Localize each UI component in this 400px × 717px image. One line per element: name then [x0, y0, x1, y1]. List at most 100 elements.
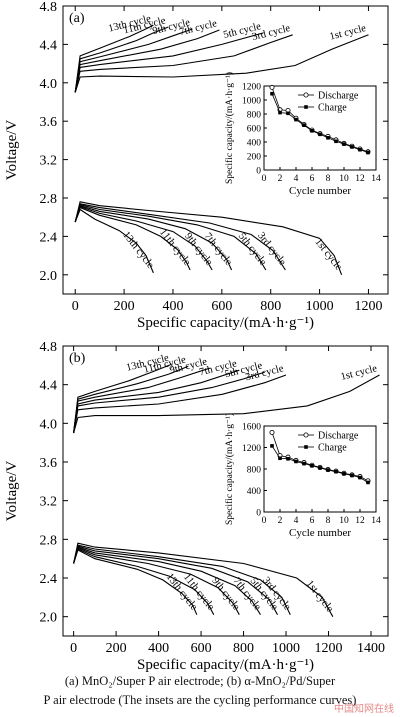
inset-charge-point	[350, 473, 354, 478]
inset-y-tick-label: 600	[247, 125, 262, 135]
inset-y-tick-label: 1600	[242, 423, 261, 433]
y-tick-label: 4.4	[40, 379, 58, 394]
y-tick-label: 4.8	[40, 0, 58, 15]
inset-charge-point	[334, 469, 338, 474]
discharge-cycle-label: 13th cycle	[120, 230, 156, 271]
inset-x-tick-label: 0	[262, 174, 267, 184]
inset-background	[218, 420, 382, 542]
x-tick-label: 1000	[272, 641, 300, 656]
inset-x-tick-label: 4	[294, 174, 299, 184]
inset-y-tick-label: 400	[247, 487, 262, 497]
inset-y-tick-label: 0	[256, 167, 261, 177]
charge-curve	[74, 34, 293, 93]
inset-charge-point	[294, 459, 298, 464]
y-tick-label: 2.8	[40, 533, 58, 548]
discharge-curve	[74, 206, 191, 271]
x-tick-label: 600	[211, 299, 232, 314]
x-tick-label: 800	[260, 299, 281, 314]
inset-legend-label: Charge	[318, 443, 347, 454]
discharge-curve	[74, 205, 213, 271]
inset-x-tick-label: 14	[371, 516, 381, 526]
inset-charge-point	[318, 466, 322, 470]
inset-charge-point	[342, 142, 346, 146]
panel-label: (a)	[69, 11, 85, 26]
x-tick-label: 800	[233, 641, 254, 656]
y-tick-label: 3.2	[40, 154, 58, 169]
y-tick-label: 3.6	[40, 456, 58, 471]
inset-x-axis-label: Cycle number	[289, 527, 351, 539]
discharge-curve	[74, 205, 233, 271]
x-tick-label: 0	[70, 641, 77, 656]
y-axis-label: Voltage/V	[4, 120, 20, 181]
inset-legend-marker	[304, 105, 308, 109]
inset-charge-point	[286, 111, 290, 116]
inset-x-tick-label: 14	[371, 174, 381, 184]
inset-charge-point	[366, 480, 370, 485]
x-axis-label: Specific capacity/(mA·h·g⁻¹)	[137, 657, 314, 673]
inset-x-tick-label: 10	[339, 174, 349, 184]
inset-discharge-point	[269, 429, 275, 435]
inset-charge-point	[366, 150, 370, 155]
inset-x-tick-label: 6	[310, 174, 315, 184]
discharge-curve	[73, 548, 215, 615]
inset-charge-point	[326, 468, 330, 472]
y-tick-label: 2.0	[40, 611, 58, 626]
inset-x-tick-label: 4	[294, 516, 299, 526]
discharge-curve	[73, 546, 261, 615]
x-tick-label: 1400	[357, 641, 385, 656]
inset-charge-point	[334, 139, 338, 144]
inset-y-tick-label: 1200	[242, 444, 261, 454]
inset-x-tick-label: 10	[339, 516, 349, 526]
charge-curve	[73, 369, 240, 434]
inset-legend-marker	[303, 92, 309, 98]
inset-x-tick-label: 0	[262, 516, 267, 526]
inset-x-tick-label: 2	[278, 516, 283, 526]
inset-legend-label: Discharge	[318, 91, 359, 102]
y-tick-label: 4.4	[40, 38, 58, 53]
inset-y-axis-label: Specific capacity/(mA·h·g⁻¹)	[224, 413, 235, 525]
inset-x-tick-label: 2	[278, 174, 283, 184]
y-tick-label: 2.4	[40, 572, 58, 587]
inset-charge-point	[294, 117, 298, 122]
inset-y-tick-label: 1200	[242, 83, 261, 93]
inset-charge-point	[302, 123, 306, 127]
panel-b: 2.02.42.83.23.64.04.44.80 200 400 600 800 100…	[4, 340, 389, 673]
caption-line-2: P air electrode (The insets are the cycl…	[43, 693, 357, 707]
inset-discharge-point	[269, 84, 275, 90]
inset-charge-point	[342, 472, 346, 476]
inset-y-tick-label: 800	[247, 466, 262, 476]
inset-legend-marker	[304, 445, 308, 449]
inset-charge-point	[302, 461, 306, 466]
y-tick-label: 3.2	[40, 495, 58, 510]
discharge-curve	[73, 547, 240, 615]
inset-y-tick-label: 1000	[242, 97, 261, 107]
inset-legend-label: Charge	[318, 103, 347, 114]
y-tick-label: 4.8	[40, 340, 58, 355]
charge-curve	[73, 363, 172, 434]
y-axis-label: Voltage/V	[4, 461, 20, 522]
inset-background	[218, 80, 382, 200]
y-tick-label: 2.0	[40, 269, 58, 284]
y-tick-label: 2.4	[40, 230, 58, 245]
x-tick-label: 400	[162, 299, 183, 314]
y-tick-label: 4.0	[40, 417, 58, 432]
x-axis-label: Specific capacity/(mA·h·g⁻¹)	[137, 315, 314, 331]
discharge-curve	[74, 201, 343, 275]
inset-x-tick-label: 8	[326, 516, 331, 526]
plot-frame	[62, 345, 389, 637]
caption-line-1: (a) MnO₂/Super P air electrode; (b) α-Mn…	[64, 674, 336, 688]
discharge-cycle-label: 1st cycle	[312, 237, 344, 273]
inset-charge-point	[318, 132, 322, 137]
inset-y-axis-label: Specific capacity/(mA·h·g⁻¹)	[224, 72, 235, 184]
inset-y-tick-label: 800	[247, 111, 262, 121]
inset-y-tick-label: 200	[247, 153, 262, 163]
watermark: 中国知网在线	[334, 704, 394, 715]
inset-charge-point	[270, 444, 274, 448]
panel-a: 2.02.42.83.23.64.04.44.80 200 400 600 800 100…	[4, 0, 389, 331]
discharge-curve	[73, 542, 334, 617]
inset-x-tick-label: 6	[310, 516, 315, 526]
discharge-curve	[74, 208, 154, 274]
inset-charge-point	[358, 147, 362, 152]
figure-caption: (a) MnO₂/Super P air electrode; (b) α-Mn…	[0, 672, 400, 710]
x-tick-label: 1200	[354, 299, 382, 314]
